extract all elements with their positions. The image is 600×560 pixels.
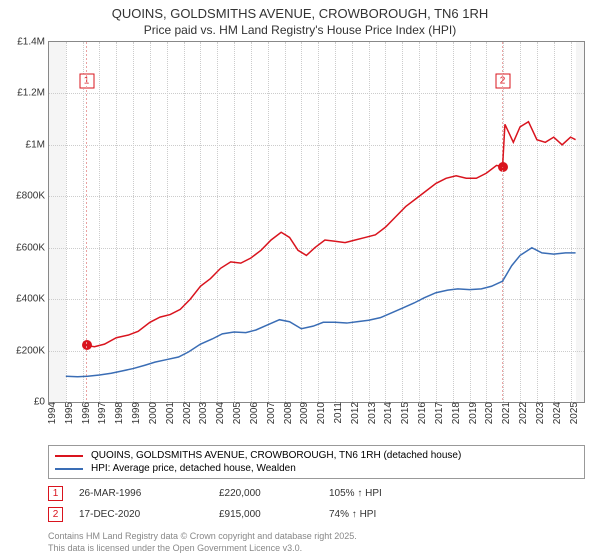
- footer-line-2: This data is licensed under the Open Gov…: [48, 543, 585, 555]
- x-tick-label: 2010: [314, 402, 327, 424]
- sales-row-pct: 74% ↑ HPI: [329, 509, 409, 520]
- x-tick-label: 2007: [264, 402, 277, 424]
- sales-row-marker: 1: [48, 486, 63, 501]
- x-tick-label: 2000: [146, 402, 159, 424]
- x-tick-label: 1994: [45, 402, 58, 424]
- y-tick-label: £800K: [16, 191, 49, 202]
- sales-row-price: £915,000: [219, 509, 329, 520]
- sales-table: 126-MAR-1996£220,000105% ↑ HPI217-DEC-20…: [48, 483, 585, 525]
- x-tick-label: 1996: [79, 402, 92, 424]
- legend-label: HPI: Average price, detached house, Weal…: [91, 463, 296, 474]
- x-tick-label: 1998: [112, 402, 125, 424]
- x-tick-label: 2023: [533, 402, 546, 424]
- x-tick-label: 2012: [348, 402, 361, 424]
- legend-row: QUOINS, GOLDSMITHS AVENUE, CROWBOROUGH, …: [55, 449, 578, 462]
- x-tick-label: 2008: [281, 402, 294, 424]
- series-line-hpi: [66, 248, 576, 377]
- y-tick-label: £1.2M: [17, 88, 49, 99]
- sales-row-date: 17-DEC-2020: [63, 509, 219, 520]
- x-tick-label: 2013: [365, 402, 378, 424]
- footer-line-1: Contains HM Land Registry data © Crown c…: [48, 531, 585, 543]
- x-tick-label: 2017: [432, 402, 445, 424]
- sales-row: 126-MAR-1996£220,000105% ↑ HPI: [48, 483, 585, 504]
- sales-row-pct: 105% ↑ HPI: [329, 488, 409, 499]
- y-tick-label: £600K: [16, 242, 49, 253]
- x-tick-label: 2009: [297, 402, 310, 424]
- y-tick-label: £200K: [16, 345, 49, 356]
- x-tick-label: 2006: [247, 402, 260, 424]
- chart-subtitle: Price paid vs. HM Land Registry's House …: [0, 21, 600, 41]
- sales-row-date: 26-MAR-1996: [63, 488, 219, 499]
- x-tick-label: 2020: [482, 402, 495, 424]
- x-tick-label: 2015: [398, 402, 411, 424]
- y-tick-label: £1M: [26, 139, 49, 150]
- legend: QUOINS, GOLDSMITHS AVENUE, CROWBOROUGH, …: [48, 445, 585, 479]
- legend-label: QUOINS, GOLDSMITHS AVENUE, CROWBOROUGH, …: [91, 450, 461, 461]
- x-tick-label: 2019: [466, 402, 479, 424]
- x-tick-label: 2002: [180, 402, 193, 424]
- x-tick-label: 2021: [499, 402, 512, 424]
- sales-row: 217-DEC-2020£915,00074% ↑ HPI: [48, 504, 585, 525]
- x-tick-label: 2011: [331, 402, 344, 424]
- legend-swatch: [55, 455, 83, 457]
- x-tick-label: 1995: [62, 402, 75, 424]
- chart-title: QUOINS, GOLDSMITHS AVENUE, CROWBOROUGH, …: [0, 0, 600, 21]
- x-tick-label: 2001: [163, 402, 176, 424]
- x-tick-label: 2004: [213, 402, 226, 424]
- x-tick-label: 2016: [415, 402, 428, 424]
- chart-plot-area: £0£200K£400K£600K£800K£1M£1.2M£1.4M19941…: [48, 41, 585, 403]
- x-tick-label: 1999: [129, 402, 142, 424]
- x-tick-label: 2022: [516, 402, 529, 424]
- y-tick-label: £1.4M: [17, 37, 49, 48]
- x-tick-label: 2005: [230, 402, 243, 424]
- x-tick-label: 2003: [196, 402, 209, 424]
- footer-attribution: Contains HM Land Registry data © Crown c…: [48, 531, 585, 554]
- x-tick-label: 2014: [381, 402, 394, 424]
- y-tick-label: £400K: [16, 294, 49, 305]
- x-tick-label: 2018: [449, 402, 462, 424]
- legend-row: HPI: Average price, detached house, Weal…: [55, 462, 578, 475]
- x-tick-label: 2024: [550, 402, 563, 424]
- sales-row-price: £220,000: [219, 488, 329, 499]
- sales-row-marker: 2: [48, 507, 63, 522]
- x-tick-label: 1997: [95, 402, 108, 424]
- x-tick-label: 2025: [567, 402, 580, 424]
- legend-swatch: [55, 468, 83, 470]
